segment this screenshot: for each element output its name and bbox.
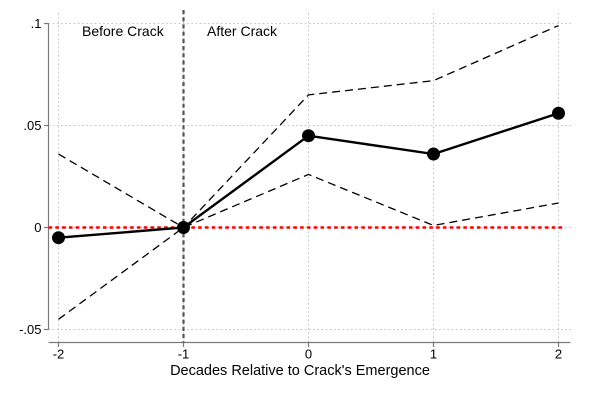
ci-lower-line <box>58 173 559 320</box>
y-tick-label: -.05 <box>19 322 41 337</box>
y-tick-label: .05 <box>23 118 41 133</box>
coefficient-marker <box>52 231 65 245</box>
x-tick-label: -2 <box>53 347 65 362</box>
ci-upper-line <box>58 24 559 229</box>
x-tick-label: 2 <box>555 347 562 362</box>
after-crack-label: After Crack <box>207 23 278 39</box>
x-tick-label: 1 <box>430 347 437 362</box>
x-tick-label: 0 <box>305 347 312 362</box>
coefficient-marker <box>552 106 565 120</box>
coefficient-marker <box>302 129 315 143</box>
y-tick-label: 0 <box>34 220 41 235</box>
coefficient-marker <box>177 221 190 234</box>
y-tick-label: .1 <box>31 16 42 31</box>
before-crack-label: Before Crack <box>82 23 164 39</box>
x-axis-title: Decades Relative to Crack's Emergence <box>170 363 430 379</box>
coefficient-marker <box>427 147 440 161</box>
x-tick-label: -1 <box>178 347 190 362</box>
